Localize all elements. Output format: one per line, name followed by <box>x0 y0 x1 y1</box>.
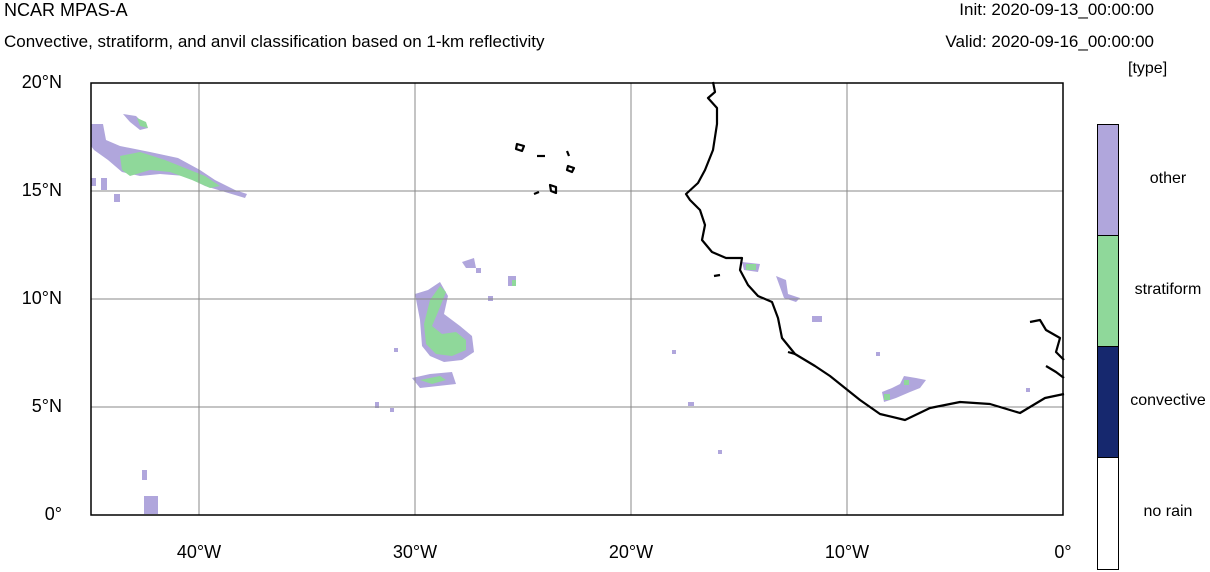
lat-label: 5°N <box>31 396 62 416</box>
island-cape-verde-3 <box>565 150 571 157</box>
legend-units: [type] <box>1128 60 1168 77</box>
island-sherbro <box>787 350 796 356</box>
precip-stratiform-region <box>120 152 220 188</box>
precip-other-region <box>882 376 926 402</box>
precip-classification <box>91 114 1030 514</box>
precip-stratiform-region <box>424 286 466 356</box>
island-cape-verde-1 <box>514 142 526 153</box>
precip-cell <box>812 316 822 322</box>
precip-cell <box>688 402 694 406</box>
precip-cell <box>142 470 147 480</box>
precip-cell <box>375 402 379 408</box>
coastline-africa <box>684 81 1065 422</box>
legend-swatch-stratiform <box>1098 236 1118 347</box>
precip-cell <box>151 498 156 506</box>
precip-cell <box>884 394 890 400</box>
coastline-cameroon <box>1045 365 1065 379</box>
island-bissagos <box>713 273 721 278</box>
lat-label: 0° <box>44 504 62 524</box>
legend-colorbar <box>1097 124 1119 570</box>
island-cape-verde-6 <box>533 190 540 196</box>
legend-label: stratiform <box>1134 280 1202 298</box>
lat-label: 10°N <box>21 288 62 308</box>
gridlines <box>91 83 1063 515</box>
lon-label: 30°W <box>392 542 438 562</box>
lon-label: 40°W <box>176 542 222 562</box>
precip-cell <box>904 380 909 385</box>
island-cape-verde-5 <box>548 183 558 195</box>
precip-cell <box>876 352 880 356</box>
precip-cell <box>512 280 516 286</box>
precip-other-region <box>91 124 247 198</box>
legend-label: convective <box>1130 391 1206 409</box>
lat-label: 15°N <box>21 180 62 200</box>
precip-cell <box>476 268 481 273</box>
coastline-bioko <box>1029 318 1065 361</box>
precip-cell <box>746 264 756 270</box>
precip-cell <box>718 450 722 454</box>
precip-cell <box>1026 388 1030 392</box>
precip-stratiform-region <box>137 118 148 128</box>
legend-swatch-convective <box>1098 347 1118 458</box>
legend-label: no rain <box>1143 502 1193 520</box>
precip-cell <box>390 408 394 412</box>
precip-stratiform-region <box>420 376 446 384</box>
lon-label: 0° <box>1054 542 1072 562</box>
lon-label: 20°W <box>608 542 654 562</box>
precip-cell <box>114 194 120 202</box>
island-cape-verde-4 <box>565 164 576 174</box>
precip-cell <box>91 178 96 186</box>
legend-label: other <box>1149 169 1187 187</box>
legend-swatch-no-rain <box>1098 458 1118 569</box>
lon-label: 10°W <box>824 542 870 562</box>
legend-swatch-other <box>1098 125 1118 236</box>
coastline <box>514 81 1065 422</box>
precip-other-region <box>776 276 800 302</box>
precip-cell <box>394 348 398 352</box>
init-time: Init: 2020-09-13_00:00:00 <box>959 0 1154 19</box>
precip-other-region <box>462 258 476 268</box>
valid-time: Valid: 2020-09-16_00:00:00 <box>945 32 1154 51</box>
model-title: NCAR MPAS-A <box>4 0 128 20</box>
plot-description: Convective, stratiform, and anvil classi… <box>4 32 545 51</box>
lat-label: 20°N <box>21 72 62 92</box>
precip-cell <box>101 178 107 190</box>
precip-cell <box>672 350 676 354</box>
map-frame <box>90 82 1064 516</box>
